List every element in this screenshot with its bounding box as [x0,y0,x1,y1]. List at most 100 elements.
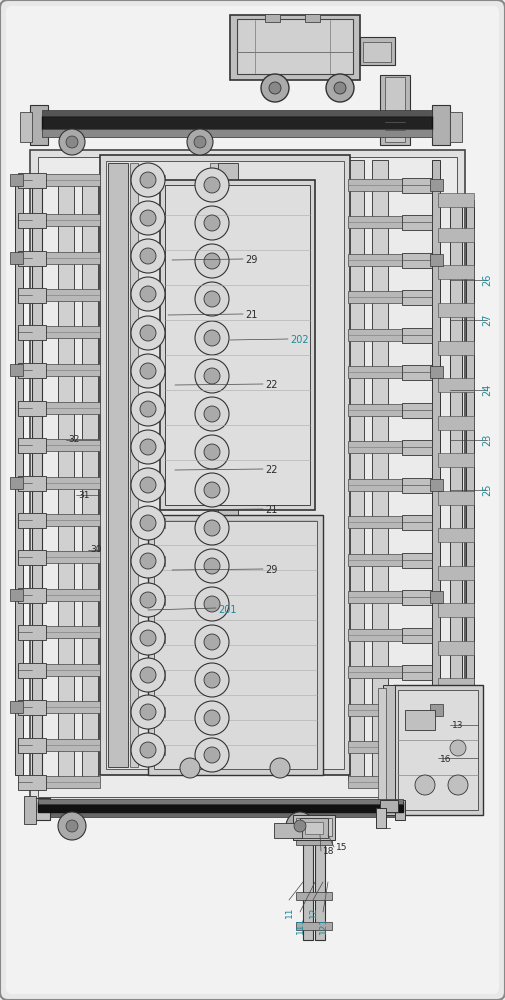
Bar [24,796,36,824]
Bar [18,476,46,491]
Bar [432,105,450,145]
Bar [402,740,432,755]
Circle shape [195,168,229,202]
Bar [45,664,100,676]
Bar [405,710,435,730]
Bar [18,513,46,528]
Bar [315,815,325,940]
Bar [438,265,474,279]
Bar [360,37,395,65]
Bar [18,213,46,228]
Bar [18,251,46,266]
Bar [348,291,403,303]
Circle shape [140,286,156,302]
Circle shape [195,663,229,697]
Circle shape [140,742,156,758]
Bar [402,478,432,493]
Bar [18,663,46,678]
Bar [438,341,474,355]
Bar [438,491,474,505]
Bar [30,150,465,805]
Bar [402,703,432,718]
Bar [265,14,280,22]
Bar [140,175,165,185]
Bar [18,738,46,753]
Bar [402,628,432,643]
Bar [195,561,220,571]
Bar [154,521,317,769]
Bar [45,326,100,338]
Circle shape [204,558,220,574]
Bar [380,800,398,812]
Circle shape [140,553,156,569]
Bar [348,366,403,378]
Bar [402,440,432,455]
Bar [106,161,344,769]
Bar [160,180,315,510]
Bar [18,550,46,565]
Circle shape [204,368,220,384]
Bar [348,441,403,453]
Text: 15: 15 [336,844,347,852]
Circle shape [204,710,220,726]
Bar [195,333,220,343]
Text: 26: 26 [482,274,492,286]
Text: 12: 12 [309,906,318,918]
Bar [402,665,432,680]
Bar [348,629,403,641]
Bar [402,178,432,193]
Bar [140,251,165,261]
Bar [195,256,220,266]
Bar [140,328,165,338]
Text: 201: 201 [218,605,236,615]
Text: 21: 21 [245,310,258,320]
Bar [140,404,165,414]
Bar [45,289,100,301]
Bar [293,815,335,840]
Circle shape [269,82,281,94]
Bar [10,701,23,713]
Circle shape [131,733,165,767]
Bar [45,477,100,489]
Bar [195,294,220,304]
Bar [195,485,220,495]
Bar [438,566,474,580]
Bar [363,42,391,62]
Circle shape [204,406,220,422]
Text: 31: 31 [78,490,89,499]
Bar [348,179,403,191]
Bar [130,163,138,767]
Bar [438,416,474,430]
Text: 30: 30 [90,546,102,554]
Bar [38,799,403,804]
Circle shape [131,163,165,197]
Bar [305,822,323,834]
Bar [348,160,364,780]
Circle shape [204,596,220,612]
Circle shape [140,477,156,493]
Bar [383,685,395,815]
Bar [438,228,474,242]
Bar [82,180,98,780]
Bar [450,112,462,142]
Circle shape [66,136,78,148]
Bar [274,823,302,838]
Bar [18,700,46,715]
Bar [300,818,328,838]
Bar [45,776,100,788]
Circle shape [131,201,165,235]
Bar [378,688,386,812]
Bar [42,116,432,130]
Text: 22: 22 [265,465,278,475]
Text: 24: 24 [482,384,492,396]
Bar [450,200,462,780]
Circle shape [131,658,165,692]
Bar [402,215,432,230]
Bar [348,741,403,753]
Bar [32,180,42,780]
Bar [438,641,474,655]
Circle shape [204,253,220,269]
Bar [402,775,432,790]
Bar [195,713,220,723]
Circle shape [66,820,78,832]
